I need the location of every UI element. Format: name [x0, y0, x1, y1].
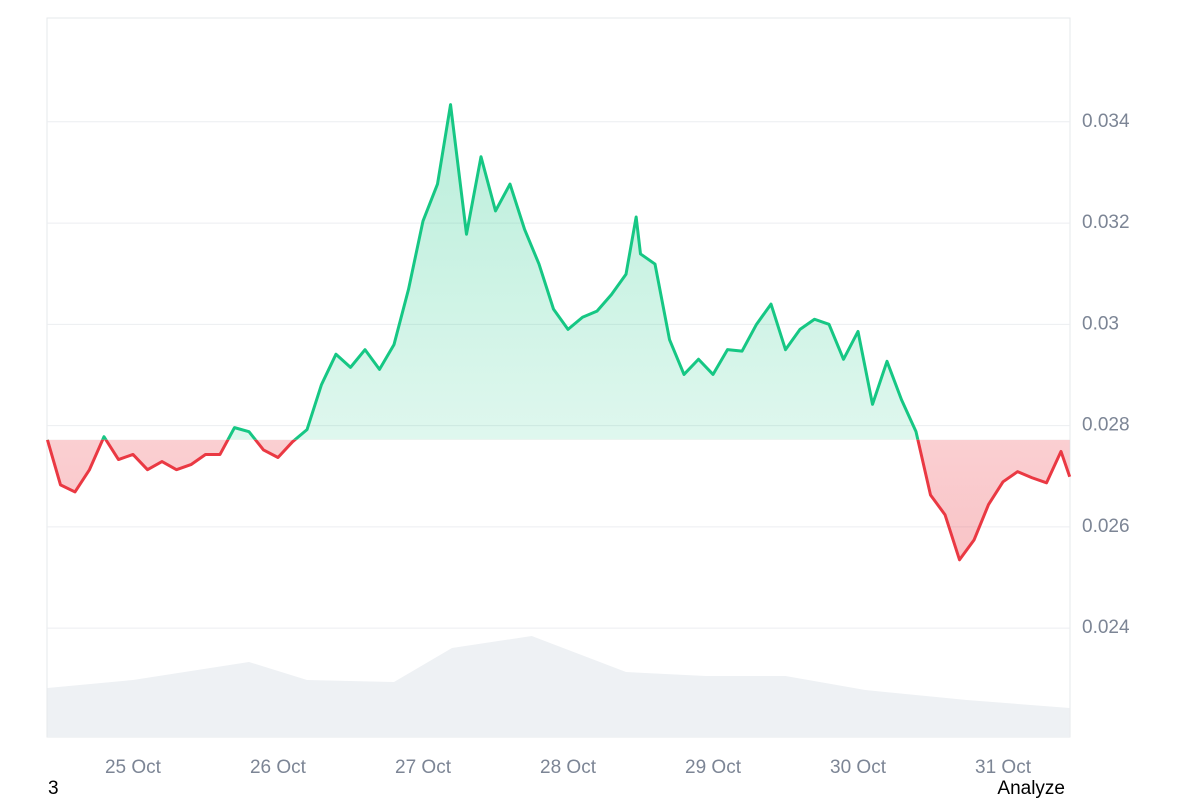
y-tick-label: 0.032 [1082, 212, 1130, 233]
volume-area [47, 636, 1070, 737]
price-line-down [45, 439, 1072, 562]
y-tick-label: 0.026 [1082, 516, 1130, 537]
y-tick-label: 0.028 [1082, 415, 1130, 436]
y-tick-label: 0.024 [1082, 617, 1130, 638]
analyze-button[interactable]: Analyze [997, 778, 1065, 799]
x-tick-label: 28 Oct [540, 757, 597, 778]
price-line-up [47, 103, 920, 440]
x-tick-label: 31 Oct [975, 757, 1032, 778]
x-tick-label: 30 Oct [830, 757, 887, 778]
footer-left: 3 [48, 778, 59, 799]
x-tick-label: 25 Oct [105, 757, 162, 778]
area-above [102, 104, 918, 440]
y-tick-label: 0.034 [1082, 111, 1130, 132]
x-tick-label: 29 Oct [685, 757, 742, 778]
x-tick-label: 27 Oct [395, 757, 452, 778]
x-tick-label: 26 Oct [250, 757, 307, 778]
y-tick-label: 0.03 [1082, 313, 1119, 334]
